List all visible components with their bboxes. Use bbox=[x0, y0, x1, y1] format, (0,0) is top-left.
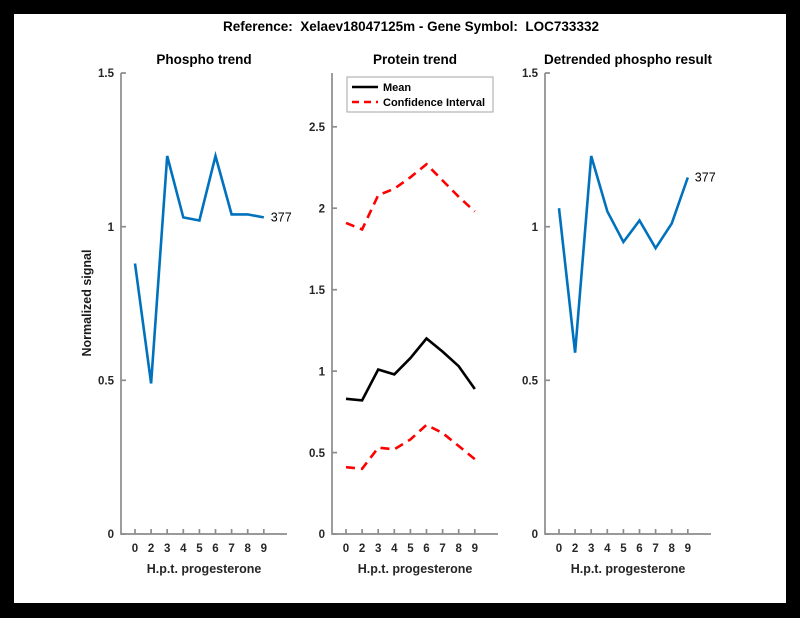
y-tick-label: 1 bbox=[108, 222, 115, 234]
y-tick-label: 1 bbox=[532, 222, 539, 234]
x-tick-label: 2 bbox=[148, 543, 154, 555]
x-tick-label: 0 bbox=[132, 543, 138, 555]
x-axis-label: H.p.t. progesterone bbox=[358, 562, 473, 576]
x-tick-label: 6 bbox=[212, 543, 218, 555]
x-tick-label: 6 bbox=[423, 543, 429, 555]
legend-label: Confidence Interval bbox=[383, 97, 485, 109]
x-tick-label: 6 bbox=[636, 543, 642, 555]
legend-box bbox=[346, 76, 494, 113]
x-tick-label: 7 bbox=[228, 543, 234, 555]
x-tick-label: 5 bbox=[196, 543, 203, 555]
confidence-interval-upper-line bbox=[345, 162, 476, 232]
x-tick-label: 9 bbox=[472, 543, 478, 555]
y-tick-label: 2.5 bbox=[309, 122, 326, 134]
x-tick-label: 3 bbox=[375, 543, 381, 555]
x-tick-label: 2 bbox=[359, 543, 365, 555]
x-tick-label: 0 bbox=[556, 543, 562, 555]
y-tick-label: 0 bbox=[319, 529, 325, 541]
protein-trend-chart: 00.511.522.50 2 3 4 5 6 7 8 9H.p.t. progesterone… bbox=[309, 52, 498, 576]
x-tick-label: 7 bbox=[439, 543, 445, 555]
mean-line bbox=[345, 336, 476, 402]
detrended-phospho-result-chart: 00.511.50 2 3 4 5 6 7 8 9H.p.t. progesteroneDetr… bbox=[522, 52, 716, 576]
y-tick-label: 0 bbox=[532, 529, 538, 541]
y-tick-label: 1.5 bbox=[98, 68, 115, 80]
y-tick-label: 1.5 bbox=[309, 285, 326, 297]
legend-label: Mean bbox=[383, 82, 411, 94]
x-tick-label: 8 bbox=[455, 543, 462, 555]
x-tick-label: 9 bbox=[261, 543, 267, 555]
figure-title: Reference: Xelaev18047125m - Gene Symbol… bbox=[223, 19, 599, 34]
y-tick-label: 1.5 bbox=[522, 68, 539, 80]
y-tick-label: 1 bbox=[319, 366, 326, 378]
series-end-label: 377 bbox=[271, 210, 292, 224]
x-tick-label: 4 bbox=[604, 543, 611, 555]
x-tick-label: 0 bbox=[343, 543, 349, 555]
x-tick-label: 8 bbox=[244, 543, 251, 555]
x-axis-label: H.p.t. progesterone bbox=[147, 562, 262, 576]
x-tick-label: 4 bbox=[391, 543, 398, 555]
x-axis-label: H.p.t. progesterone bbox=[571, 562, 686, 576]
axes-frame bbox=[331, 73, 498, 535]
legend: Mean Confidence Interval bbox=[346, 76, 494, 113]
y-tick-label: 0.5 bbox=[522, 376, 539, 388]
confidence-interval-lower-line bbox=[345, 423, 476, 471]
chart-title: Phospho trend bbox=[156, 52, 251, 67]
y-tick-label: 0 bbox=[108, 529, 114, 541]
x-tick-label: 2 bbox=[572, 543, 578, 555]
x-tick-label: 8 bbox=[668, 543, 675, 555]
chart-title: Protein trend bbox=[373, 52, 457, 67]
x-tick-label: 5 bbox=[620, 543, 627, 555]
y-tick-label: 0.5 bbox=[98, 376, 115, 388]
x-tick-label: 3 bbox=[588, 543, 594, 555]
phospho-trend-chart: 00.511.50 2 3 4 5 6 7 8 9H.p.t. progesteronePhos… bbox=[98, 52, 292, 576]
axes-frame bbox=[120, 73, 287, 535]
y-tick-label: 2 bbox=[319, 203, 325, 215]
detrended-phospho-signal-line bbox=[557, 155, 690, 353]
x-tick-label: 5 bbox=[407, 543, 414, 555]
y-tick-label: 0.5 bbox=[309, 448, 326, 460]
x-tick-label: 3 bbox=[164, 543, 170, 555]
series-end-label: 377 bbox=[695, 170, 716, 184]
phospho-signal-line bbox=[133, 150, 265, 384]
chart-title: Detrended phospho result bbox=[544, 52, 713, 67]
x-tick-label: 9 bbox=[685, 543, 691, 555]
x-tick-label: 7 bbox=[652, 543, 658, 555]
x-tick-label: 4 bbox=[180, 543, 187, 555]
